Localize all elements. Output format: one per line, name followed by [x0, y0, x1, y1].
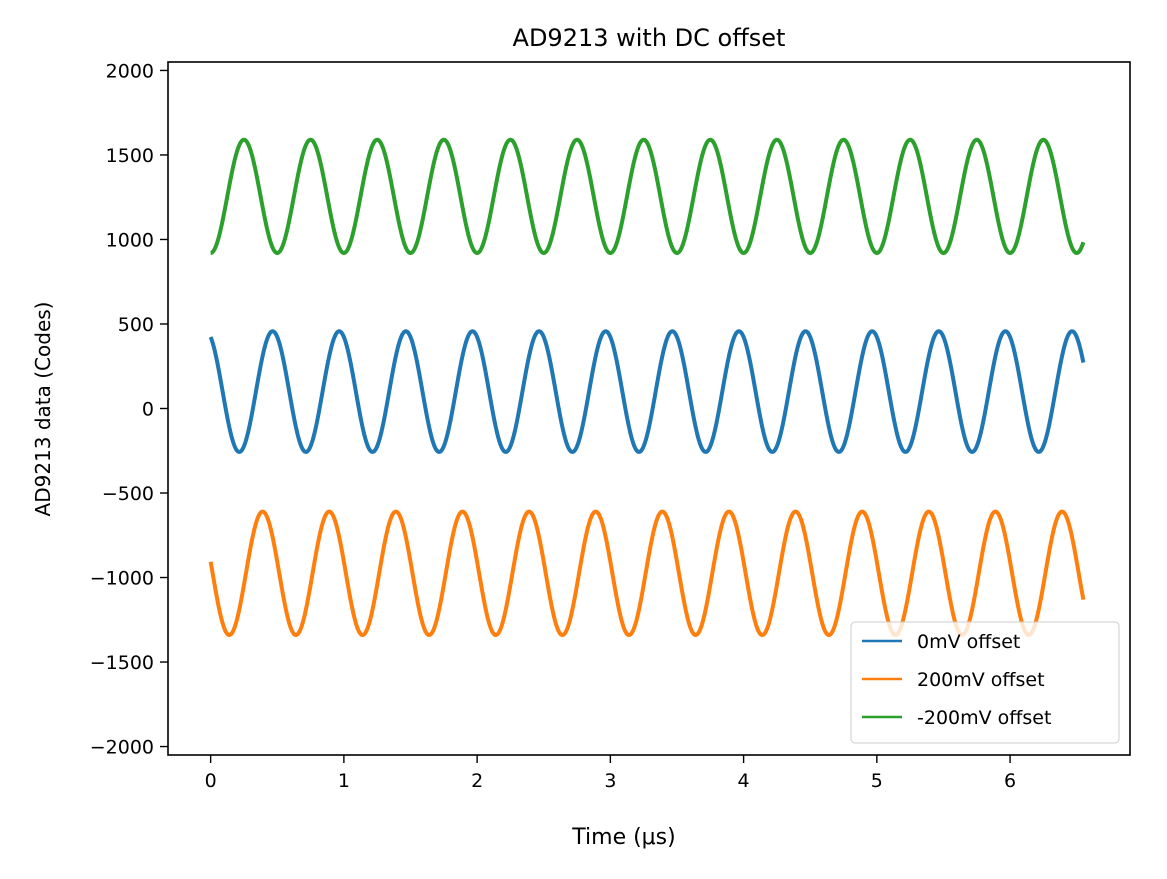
y-tick-label: −500	[102, 483, 154, 505]
y-tick-label: 0	[142, 399, 154, 421]
x-axis: 0 1 2 3 4 5 6	[205, 755, 1016, 792]
x-axis-label: Time (μs)	[571, 825, 675, 850]
y-tick-label: 2000	[106, 60, 154, 82]
plot-area	[208, 137, 1086, 637]
x-tick-label: 2	[471, 770, 483, 792]
x-tick-label: 0	[205, 770, 217, 792]
x-tick-label: 3	[604, 770, 616, 792]
series-line-0	[208, 329, 1086, 454]
legend-label-1: 200mV offset	[917, 669, 1045, 691]
y-tick-label: 1500	[106, 145, 154, 167]
legend-label-0: 0mV offset	[917, 631, 1020, 653]
x-tick-label: 1	[338, 770, 350, 792]
y-tick-label: 500	[118, 314, 154, 336]
legend: 0mV offset 200mV offset -200mV offset	[850, 621, 1120, 744]
x-tick-label: 6	[1004, 770, 1016, 792]
y-tick-label: −2000	[90, 737, 154, 759]
y-tick-label: −1000	[90, 568, 154, 590]
x-tick-label: 5	[871, 770, 883, 792]
legend-box	[850, 621, 1120, 744]
x-tick-label: 4	[738, 770, 750, 792]
series-line-1	[208, 509, 1086, 637]
y-tick-label: 1000	[106, 229, 154, 251]
y-axis-label: AD9213 data (Codes)	[31, 302, 55, 517]
y-axis: −2000 −1500 −1000 −500 0 500 1000 1500 2000	[90, 60, 168, 759]
chart-title: AD9213 with DC offset	[513, 24, 786, 52]
y-tick-label: −1500	[90, 652, 154, 674]
legend-label-2: -200mV offset	[917, 707, 1051, 729]
series-line-2	[208, 137, 1086, 255]
